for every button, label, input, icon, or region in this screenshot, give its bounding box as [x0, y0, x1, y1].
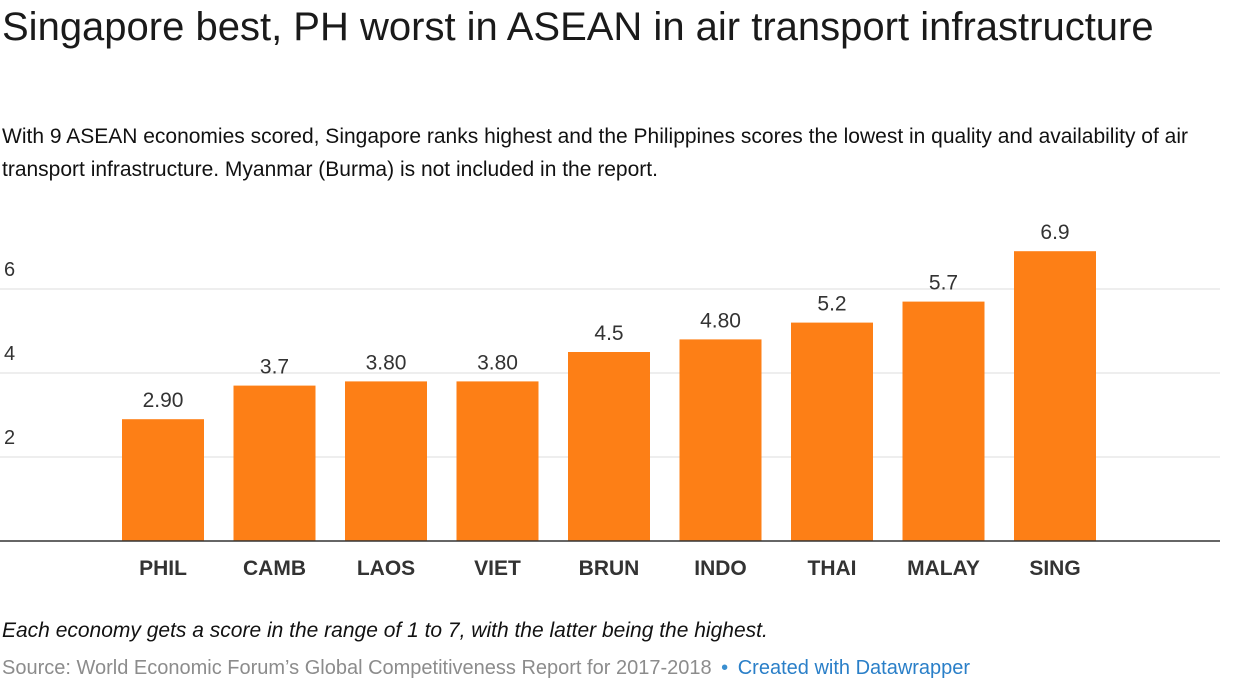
- bar-phil: [122, 419, 204, 541]
- value-label-brun: 4.5: [594, 322, 623, 345]
- bar-malay: [902, 301, 985, 541]
- chart-title: Singapore best, PH worst in ASEAN in air…: [2, 5, 1154, 49]
- x-tick-label-camb: CAMB: [243, 557, 306, 580]
- y-tick-label-6: 6: [4, 259, 15, 281]
- bar-camb: [233, 385, 316, 541]
- bar-viet: [456, 381, 539, 541]
- footer-separator: •: [721, 657, 729, 679]
- value-label-phil: 2.90: [143, 389, 184, 412]
- x-tick-label-laos: LAOS: [357, 557, 415, 580]
- x-tick-label-phil: PHIL: [139, 557, 187, 580]
- x-tick-label-brun: BRUN: [579, 557, 640, 580]
- x-tick-label-thai: THAI: [808, 557, 857, 580]
- bar-chart: 2 4 6 2.90 3.7 3.80 3.80 4.5 4.80 5.2 5.7 6.9 PHIL…: [0, 221, 1220, 580]
- value-label-indo: 4.80: [700, 309, 741, 332]
- chart-note: Each economy gets a score in the range o…: [2, 619, 768, 642]
- x-tick-label-indo: INDO: [694, 557, 747, 580]
- y-tick-label-4: 4: [4, 343, 15, 365]
- y-tick-label-2: 2: [4, 427, 15, 449]
- value-labels: 2.90 3.7 3.80 3.80 4.5 4.80 5.2 5.7 6.9: [143, 221, 1070, 412]
- source-text: Source: World Economic Forum’s Global Co…: [2, 657, 712, 679]
- x-tick-label-malay: MALAY: [907, 557, 980, 580]
- x-axis: PHIL CAMB LAOS VIET BRUN INDO THAI MALAY SING: [0, 540, 1220, 580]
- bar-indo: [679, 339, 762, 541]
- chart-footer: Source: World Economic Forum’s Global Co…: [2, 657, 970, 680]
- value-label-camb: 3.7: [260, 356, 289, 379]
- value-label-viet: 3.80: [477, 351, 518, 374]
- bar-sing: [1014, 251, 1096, 541]
- value-label-laos: 3.80: [366, 351, 407, 374]
- bar-brun: [568, 352, 650, 541]
- value-label-thai: 5.2: [817, 293, 846, 316]
- chart-subtitle: With 9 ASEAN economies scored, Singapore…: [2, 125, 1188, 181]
- x-tick-label-sing: SING: [1029, 557, 1080, 580]
- datawrapper-credit-link[interactable]: Created with Datawrapper: [737, 657, 971, 679]
- x-tick-label-viet: VIET: [474, 557, 521, 580]
- value-label-sing: 6.9: [1040, 221, 1069, 244]
- bar-laos: [345, 381, 427, 541]
- bar-thai: [791, 322, 873, 541]
- value-label-malay: 5.7: [929, 272, 958, 295]
- bars: [122, 251, 1096, 541]
